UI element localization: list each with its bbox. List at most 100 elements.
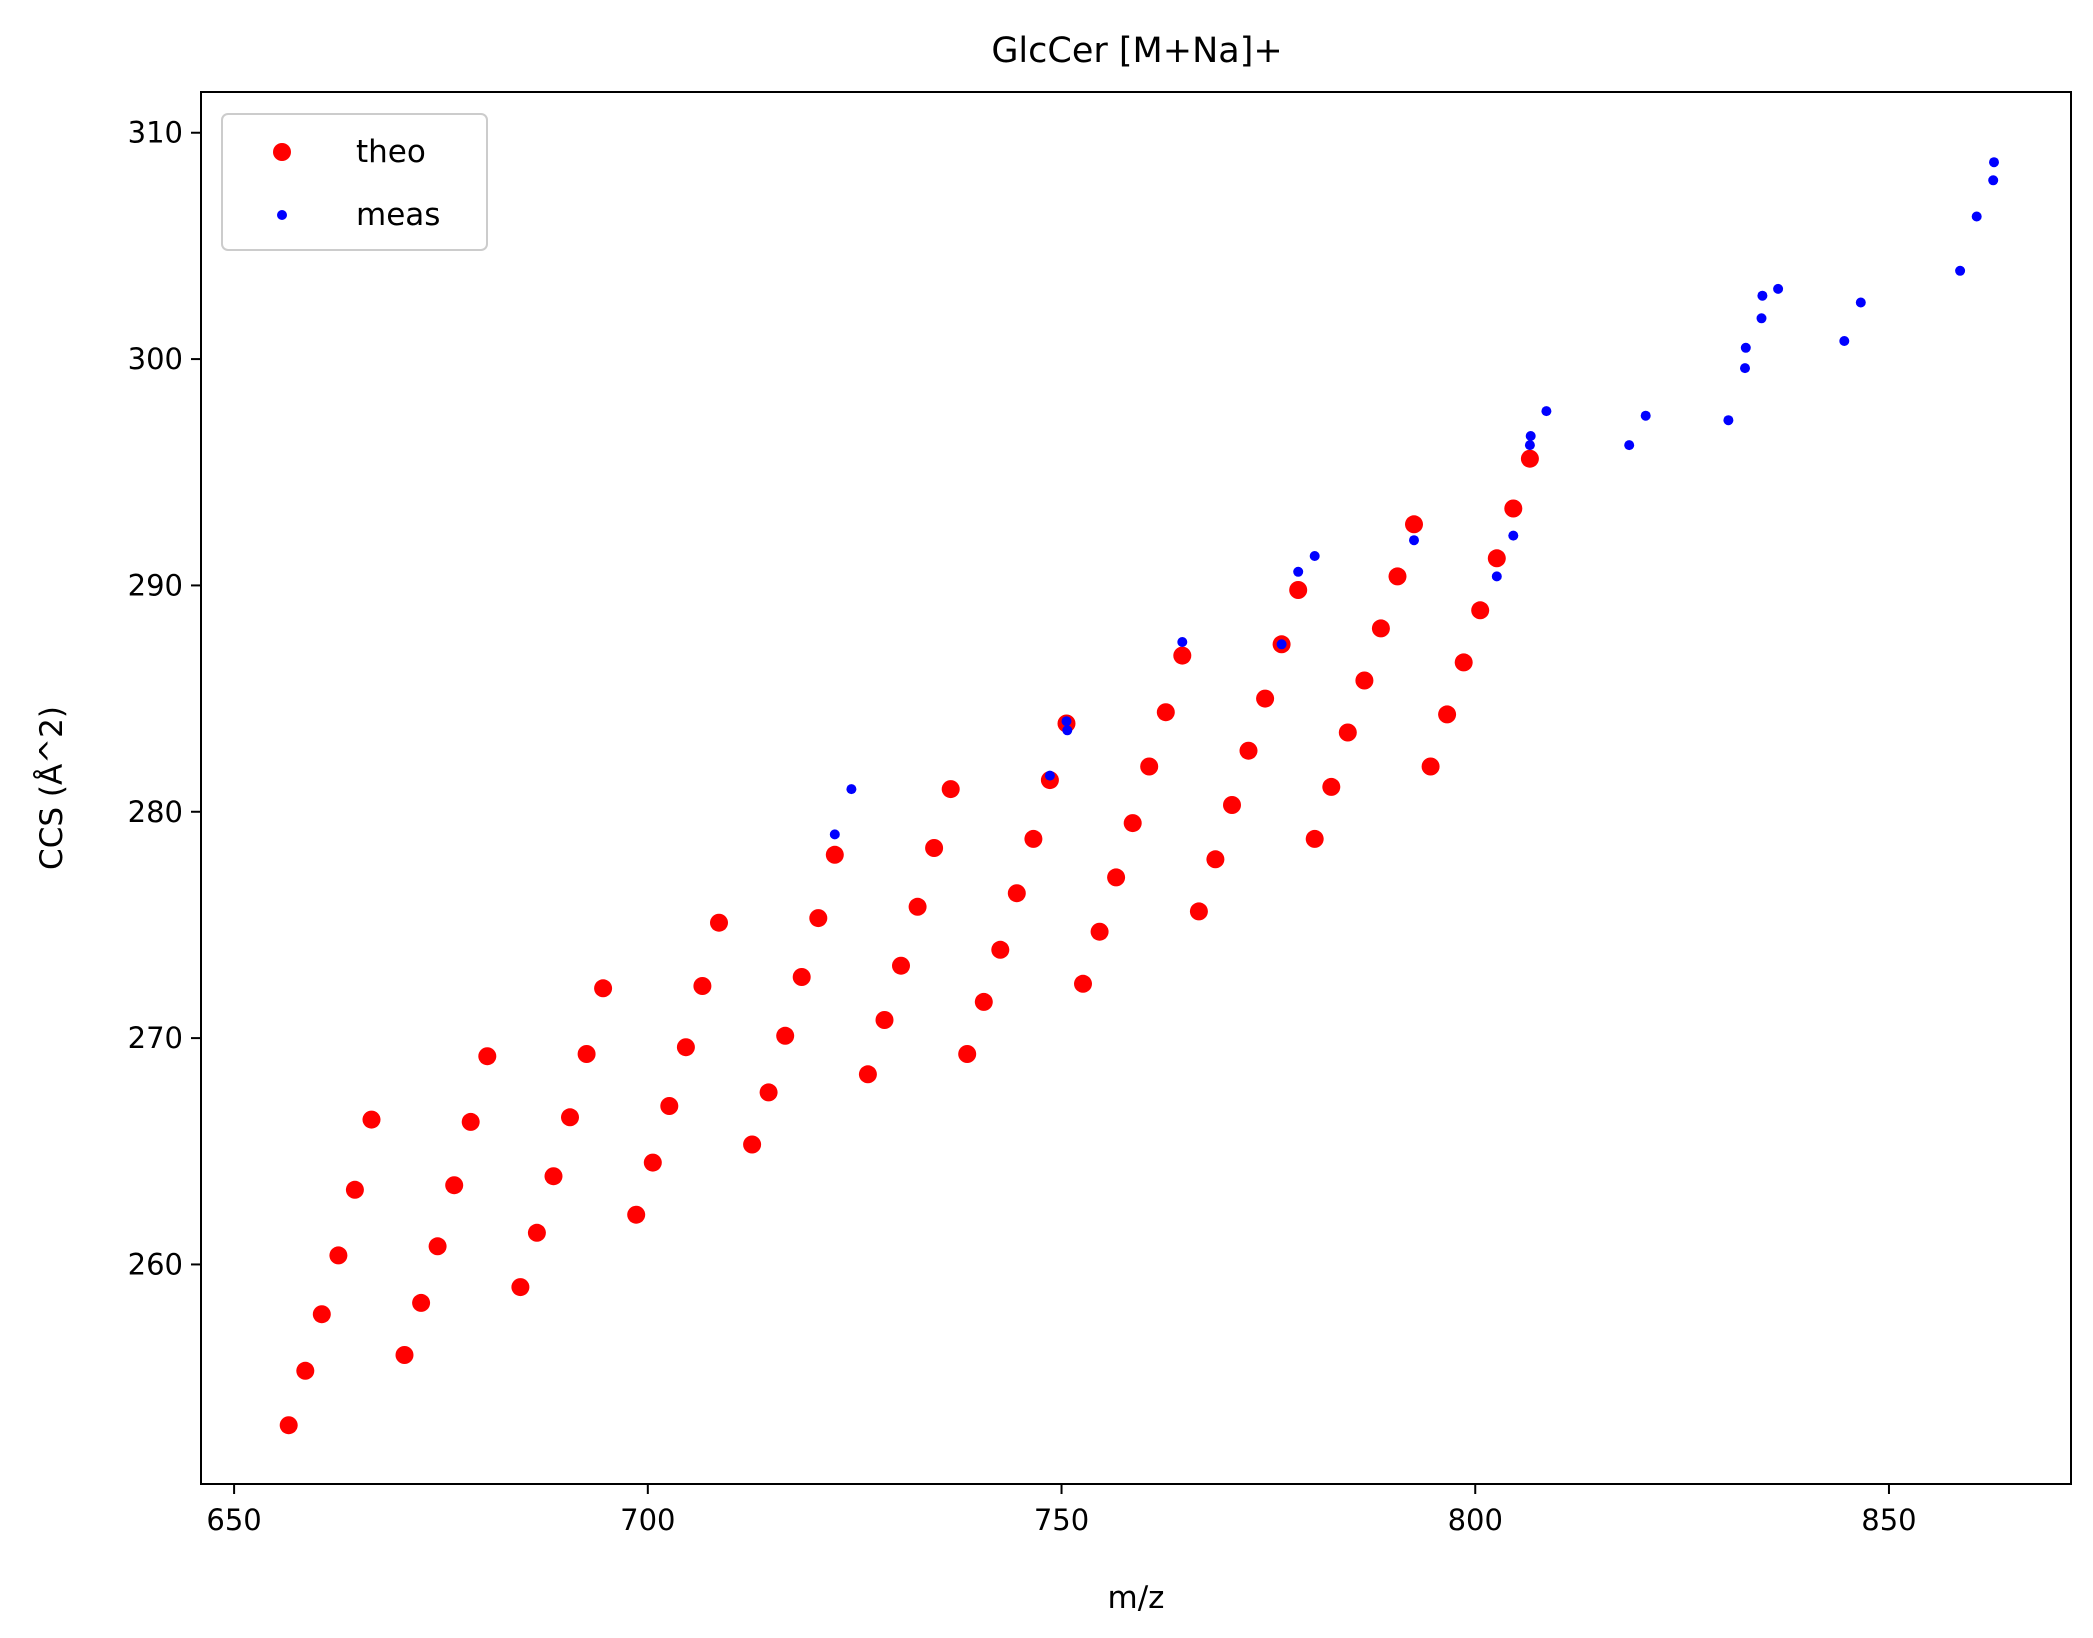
point-meas-8: [1309, 551, 1320, 561]
y-tick-label-280: 280: [128, 795, 183, 829]
legend-label-meas: meas: [356, 197, 440, 233]
point-theo-24: [743, 1135, 762, 1154]
point-theo-23: [710, 913, 728, 932]
point-meas-4: [1062, 725, 1073, 736]
point-theo-43: [1074, 974, 1092, 993]
point-theo-10: [461, 1112, 480, 1131]
point-theo-3: [329, 1246, 348, 1265]
point-theo-19: [643, 1153, 662, 1172]
point-theo-60: [1355, 671, 1374, 690]
x-tick-label-850: 850: [1861, 1503, 1916, 1537]
point-meas-22: [1773, 283, 1784, 294]
point-theo-52: [1223, 796, 1241, 814]
legend-marker-theo: [273, 143, 291, 161]
point-meas-15: [1624, 440, 1635, 451]
point-theo-29: [825, 845, 844, 864]
point-theo-50: [1189, 902, 1208, 921]
point-meas-21: [1757, 290, 1768, 301]
point-meas-13: [1525, 431, 1536, 441]
point-meas-7: [1293, 566, 1304, 577]
point-meas-3: [1061, 716, 1072, 727]
point-meas-27: [1988, 175, 1999, 186]
point-meas-0: [829, 829, 840, 840]
point-theo-34: [925, 839, 944, 857]
point-theo-7: [412, 1293, 431, 1312]
point-theo-22: [693, 977, 712, 995]
point-theo-45: [1107, 868, 1126, 887]
x-tick-label-700: 700: [620, 1503, 675, 1537]
y-axis-label: CCS (Å^2): [34, 706, 70, 870]
point-theo-21: [676, 1038, 695, 1057]
point-theo-49: [1173, 646, 1192, 665]
point-theo-35: [941, 780, 960, 799]
point-meas-14: [1541, 406, 1552, 417]
point-theo-59: [1338, 723, 1357, 742]
x-tick-label-750: 750: [1034, 1503, 1089, 1537]
point-theo-13: [527, 1223, 546, 1242]
point-meas-24: [1855, 297, 1866, 308]
y-tick-label-260: 260: [128, 1247, 183, 1281]
point-meas-25: [1955, 265, 1966, 276]
point-theo-67: [1471, 601, 1490, 620]
x-axis-ticks: 650 700 750 800 850: [206, 1484, 1917, 1537]
point-theo-61: [1371, 619, 1390, 638]
point-theo-70: [1520, 449, 1539, 468]
point-theo-48: [1156, 703, 1175, 722]
point-theo-66: [1454, 653, 1473, 672]
point-theo-2: [312, 1305, 331, 1324]
point-meas-19: [1740, 342, 1751, 353]
point-theo-9: [445, 1176, 464, 1195]
point-theo-33: [908, 897, 927, 916]
point-theo-12: [511, 1278, 530, 1297]
point-theo-20: [660, 1097, 679, 1115]
point-meas-9: [1409, 535, 1419, 546]
legend-marker-meas: [277, 210, 287, 220]
point-meas-6: [1276, 639, 1287, 650]
point-theo-28: [809, 909, 828, 928]
point-theo-36: [958, 1045, 977, 1063]
point-meas-12: [1524, 440, 1535, 451]
point-meas-23: [1839, 336, 1850, 346]
point-theo-69: [1504, 499, 1523, 518]
point-meas-26: [1971, 211, 1982, 222]
y-tick-label-310: 310: [128, 116, 183, 150]
point-theo-26: [776, 1026, 795, 1045]
point-meas-20: [1756, 313, 1767, 324]
point-theo-37: [974, 992, 993, 1011]
point-theo-64: [1421, 757, 1440, 776]
point-theo-25: [759, 1083, 778, 1102]
point-theo-14: [544, 1167, 563, 1186]
x-tick-label-800: 800: [1448, 1503, 1503, 1537]
legend: theo meas: [221, 113, 488, 251]
point-theo-65: [1438, 705, 1457, 724]
point-theo-62: [1388, 567, 1407, 586]
point-meas-10: [1491, 571, 1502, 582]
chart-title: GlcCer [M+Na]+: [991, 31, 1282, 71]
point-theo-56: [1289, 581, 1308, 599]
point-theo-1: [296, 1361, 315, 1380]
point-theo-38: [991, 940, 1010, 959]
point-theo-15: [561, 1108, 579, 1127]
point-theo-31: [875, 1011, 894, 1029]
y-tick-label-270: 270: [128, 1021, 183, 1055]
legend-box: [221, 113, 488, 251]
point-theo-16: [577, 1045, 596, 1063]
point-meas-11: [1508, 530, 1519, 541]
point-theo-53: [1239, 741, 1258, 760]
x-tick-label-650: 650: [206, 1503, 261, 1537]
point-theo-4: [345, 1180, 364, 1199]
point-theo-17: [594, 979, 613, 998]
point-theo-30: [858, 1065, 877, 1084]
point-theo-18: [627, 1205, 646, 1224]
point-theo-51: [1206, 850, 1225, 869]
point-theo-40: [1024, 829, 1043, 848]
point-theo-32: [892, 956, 910, 975]
point-theo-6: [395, 1346, 414, 1364]
point-theo-27: [792, 968, 811, 986]
point-theo-58: [1322, 777, 1341, 796]
point-meas-16: [1640, 410, 1651, 421]
point-theo-63: [1405, 515, 1423, 534]
point-theo-47: [1140, 757, 1159, 776]
